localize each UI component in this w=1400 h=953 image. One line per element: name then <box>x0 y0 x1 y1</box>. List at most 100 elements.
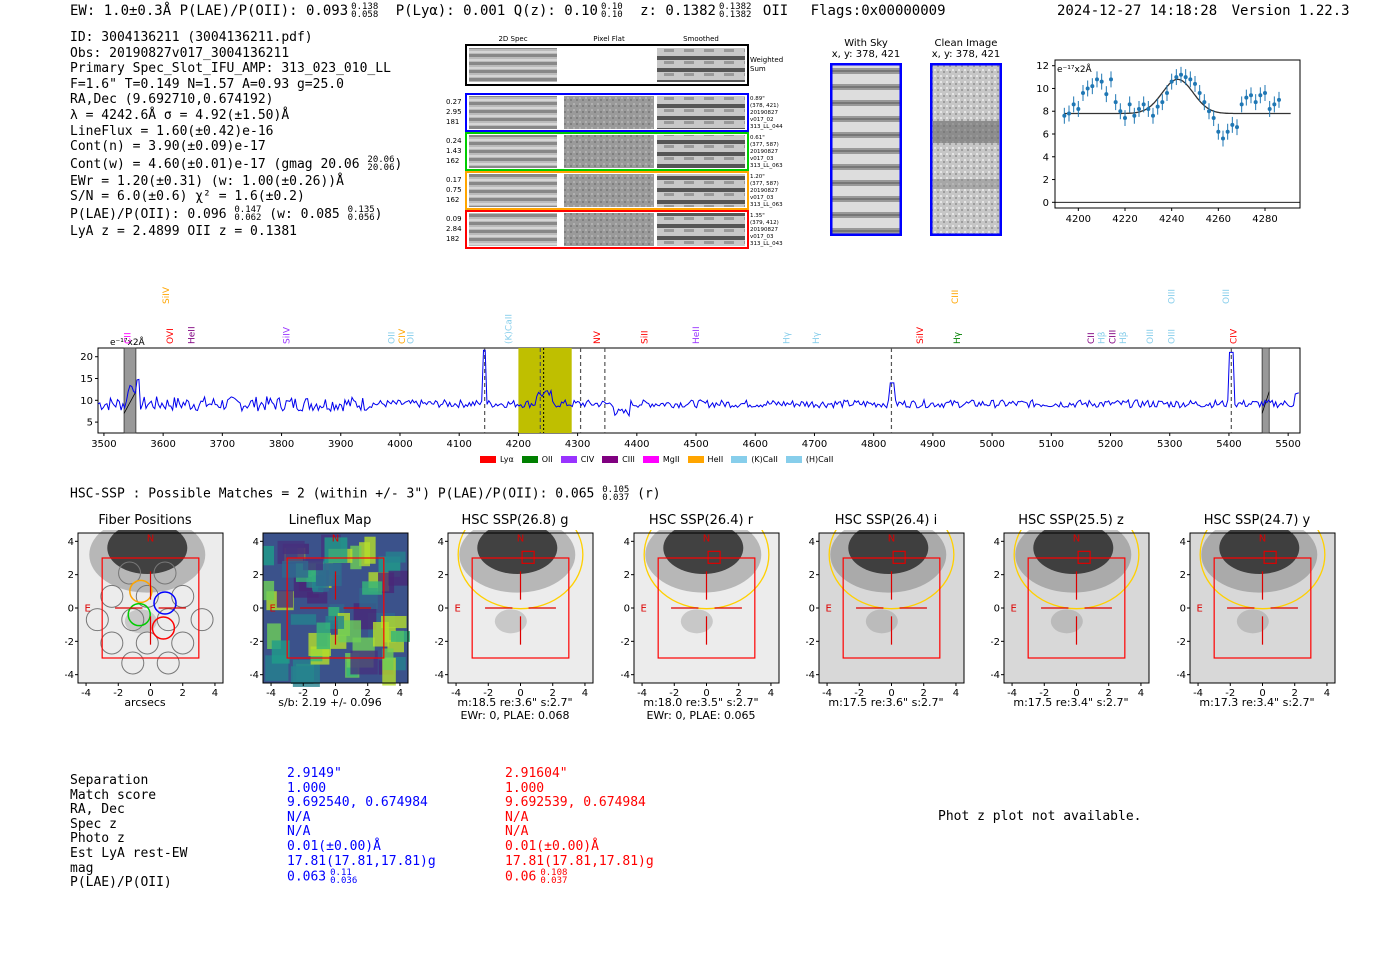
hsc-xtick-label: -4 <box>822 688 832 699</box>
cutout-row-smoothed <box>657 96 745 129</box>
info-id: ID: 3004136211 (3004136211.pdf) <box>70 30 313 45</box>
zoom-data-point <box>1137 106 1141 111</box>
hsc-xtick-label: 4 <box>582 688 588 699</box>
hsc-xtick-label: 0 <box>1073 688 1079 699</box>
match-table-cell: 2.91604" <box>505 766 654 782</box>
hsc-search-box <box>842 557 941 659</box>
match-table-label: mag <box>70 860 94 876</box>
match-table-value: 0.063 <box>287 869 327 885</box>
hsc-faint-source <box>680 609 713 634</box>
header-plae-hi: 0.138 <box>351 2 379 12</box>
hsc-galaxy-core <box>107 530 188 574</box>
zoom-data-point <box>1221 136 1225 141</box>
cutout-row-right-label: v017_03 <box>750 195 774 201</box>
info-lambda: λ = 4242.6Å σ = 4.92(±1.50)Å <box>70 107 290 123</box>
info-contw-hi: 20.06 <box>367 155 395 166</box>
spectrum-line-label: OIII <box>1168 289 1178 304</box>
zoom-ytick-label: 0 <box>1043 198 1049 209</box>
match-table-col2: 2.91604" 1.000 9.692539, 0.674984 N/A N/A 0.0… <box>505 766 654 885</box>
info-contw-lo: 20.06 <box>367 163 395 174</box>
spectrum-line-label: HeII <box>692 326 702 344</box>
cutout-row-2dspec <box>469 174 557 207</box>
spectrum-xtick-label: 4900 <box>920 439 945 450</box>
match-table-cell: N/A <box>287 825 436 840</box>
with-sky-title-text: With Sky <box>844 38 888 49</box>
spectrum-ytick-label: 5 <box>87 418 93 429</box>
hsc-panel-title: Lineflux Map <box>288 513 372 528</box>
cutout-row-right-label: (377, 587) <box>750 181 779 187</box>
header-plae-lo: 0.058 <box>351 10 379 20</box>
hsc-ytick-label: 0 <box>809 604 815 615</box>
zoom-data-point <box>1169 79 1174 84</box>
col-header-2dspec: 2D Spec <box>498 35 527 43</box>
spectrum-line-label: NV <box>593 330 603 344</box>
spectrum-line-label: OIII <box>1146 329 1156 344</box>
cutout-row-left-label: 0.27 <box>446 98 462 106</box>
hsc-xtick-label: -2 <box>298 688 308 699</box>
cutout-row-smoothed <box>657 174 745 207</box>
spectrum-line-label: OIII <box>1168 329 1178 344</box>
hsc-faint-source <box>865 609 898 634</box>
zoom-data-point <box>1211 116 1216 121</box>
zoom-data-point <box>1127 102 1132 107</box>
legend-label: CIII <box>622 455 635 464</box>
col-header-smoothed: Smoothed <box>683 35 719 43</box>
hsc-galaxy-core <box>1033 530 1114 574</box>
spectrum-line-label: OIII <box>1222 289 1232 304</box>
info-plae-w: (w: 0.085 <box>269 206 340 222</box>
match-table-value: N/A <box>287 809 311 825</box>
match-table-value: 2.91604" <box>505 766 568 781</box>
hsc-panel-caption: m:17.3 re:3.4" s:2.7" <box>1199 696 1315 709</box>
cutout-row-left-label: 162 <box>446 196 459 204</box>
spectrum-line-label: Hγ <box>783 331 793 344</box>
zoom-data-point <box>1151 113 1155 118</box>
hsc-ytick-label: -4 <box>250 670 259 681</box>
hsc-panel-caption-2: EWr: 0, PLAE: 0.065 <box>646 709 756 722</box>
hsc-panel-image: N E -4 -4 -2 -2 0 0 2 2 4 4 <box>435 530 594 699</box>
hsc-xtick-label: 2 <box>736 688 742 699</box>
match-table-cell: 0.01(±0.00)Å <box>287 839 436 855</box>
match-table-value: N/A <box>505 824 529 840</box>
header-summary: EW: 1.0±0.3Å P(LAE)/P(OII): 0.093 0.138 0.… <box>70 2 946 20</box>
hsc-xtick-label: -4 <box>266 688 276 699</box>
fiber-circle <box>171 584 195 608</box>
header-qz-lo: 0.10 <box>600 10 623 20</box>
zoom-unit-label: e⁻¹⁷x2Å <box>1057 63 1093 75</box>
cutout-row-right-label: 1.20" <box>750 174 765 180</box>
spectrum-mask-hatch <box>1261 391 1270 414</box>
match-table-label: Est LyA rest-EW <box>70 845 188 861</box>
zoom-data-point <box>1202 100 1207 105</box>
fiber-circle <box>100 584 124 608</box>
info-slot: Primary Spec_Slot_IFU_AMP: 313_023_010_L… <box>70 61 391 77</box>
header-version: Version 1.22.3 <box>1231 3 1350 19</box>
match-table-label: Photo z <box>70 831 125 847</box>
hsc-ytick-label: 0 <box>624 604 630 615</box>
zoom-fit-curve <box>1064 78 1291 115</box>
cutout-row-left-label: 1.43 <box>446 147 462 155</box>
hsc-ytick-label: -4 <box>806 670 815 681</box>
lineflux-map-cell <box>364 536 376 564</box>
header-datetime: 2024-12-27 14:18:28 <box>1057 3 1218 19</box>
hsc-xtick-label: 0 <box>332 688 338 699</box>
match-table-cell: 17.81(17.81,17.81)g <box>505 854 654 870</box>
hsc-match-box <box>892 550 906 564</box>
spectrum-mask-hatch <box>123 391 137 414</box>
zoom-xtick-label: 4260 <box>1206 214 1231 225</box>
hsc-galaxy-halo <box>1201 530 1318 593</box>
info-contn: Cont(n) = 3.90(±0.09)e-17 <box>70 139 266 155</box>
legend-label: CIV <box>580 455 595 464</box>
spectrum-line-label: OII <box>388 332 398 344</box>
zoom-data-point <box>1062 113 1067 118</box>
hsc-panel-caption: m:18.5 re:3.6" s:2.7" <box>457 696 573 709</box>
hsc-ytick-label: 0 <box>1180 604 1186 615</box>
with-sky-image <box>830 63 902 236</box>
hsc-ytick-label: -4 <box>991 670 1000 681</box>
match-table-label: Separation <box>70 773 149 788</box>
hsc-xtick-label: -2 <box>483 688 493 699</box>
lineflux-map-cell <box>350 650 378 675</box>
hsc-faint-source <box>494 609 527 634</box>
spectrum-xtick-label: 5200 <box>1098 439 1123 450</box>
legend-label: HeII <box>707 455 724 464</box>
hsc-faint-source <box>1050 609 1083 634</box>
